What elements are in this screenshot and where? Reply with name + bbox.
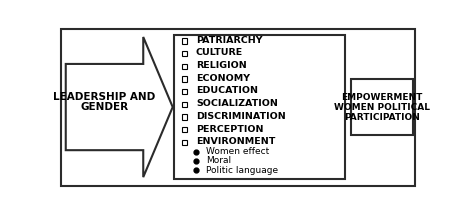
Bar bbox=[174, 35, 344, 179]
Bar bbox=[181, 127, 187, 132]
Bar bbox=[181, 140, 187, 145]
Bar bbox=[181, 76, 187, 82]
Bar bbox=[181, 114, 187, 120]
Bar bbox=[181, 89, 187, 94]
Bar bbox=[181, 102, 187, 107]
Text: ENVIRONMENT: ENVIRONMENT bbox=[195, 137, 275, 146]
Text: ECONOMY: ECONOMY bbox=[195, 74, 250, 83]
Bar bbox=[181, 64, 187, 69]
Text: DISCRIMINATION: DISCRIMINATION bbox=[195, 112, 285, 121]
Text: GENDER: GENDER bbox=[80, 102, 128, 112]
Text: Politic language: Politic language bbox=[206, 166, 277, 175]
Bar bbox=[350, 79, 412, 135]
Polygon shape bbox=[66, 37, 172, 177]
Text: LEADERSHIP AND: LEADERSHIP AND bbox=[53, 92, 155, 102]
Text: PARTICIPATION: PARTICIPATION bbox=[343, 113, 419, 121]
Text: RELIGION: RELIGION bbox=[195, 61, 246, 70]
Bar bbox=[181, 38, 187, 43]
Text: PERCEPTION: PERCEPTION bbox=[195, 124, 263, 134]
Bar bbox=[181, 51, 187, 56]
Text: EDUCATION: EDUCATION bbox=[195, 86, 257, 95]
Text: WOMEN POLITICAL: WOMEN POLITICAL bbox=[333, 103, 429, 112]
Text: SOCIALIZATION: SOCIALIZATION bbox=[195, 99, 277, 108]
Text: Moral: Moral bbox=[206, 156, 231, 165]
Text: PATRIARCHY: PATRIARCHY bbox=[195, 36, 262, 45]
Text: EMPOWERMENT: EMPOWERMENT bbox=[340, 93, 422, 102]
Text: CULTURE: CULTURE bbox=[195, 48, 243, 57]
Text: Women effect: Women effect bbox=[206, 147, 269, 156]
